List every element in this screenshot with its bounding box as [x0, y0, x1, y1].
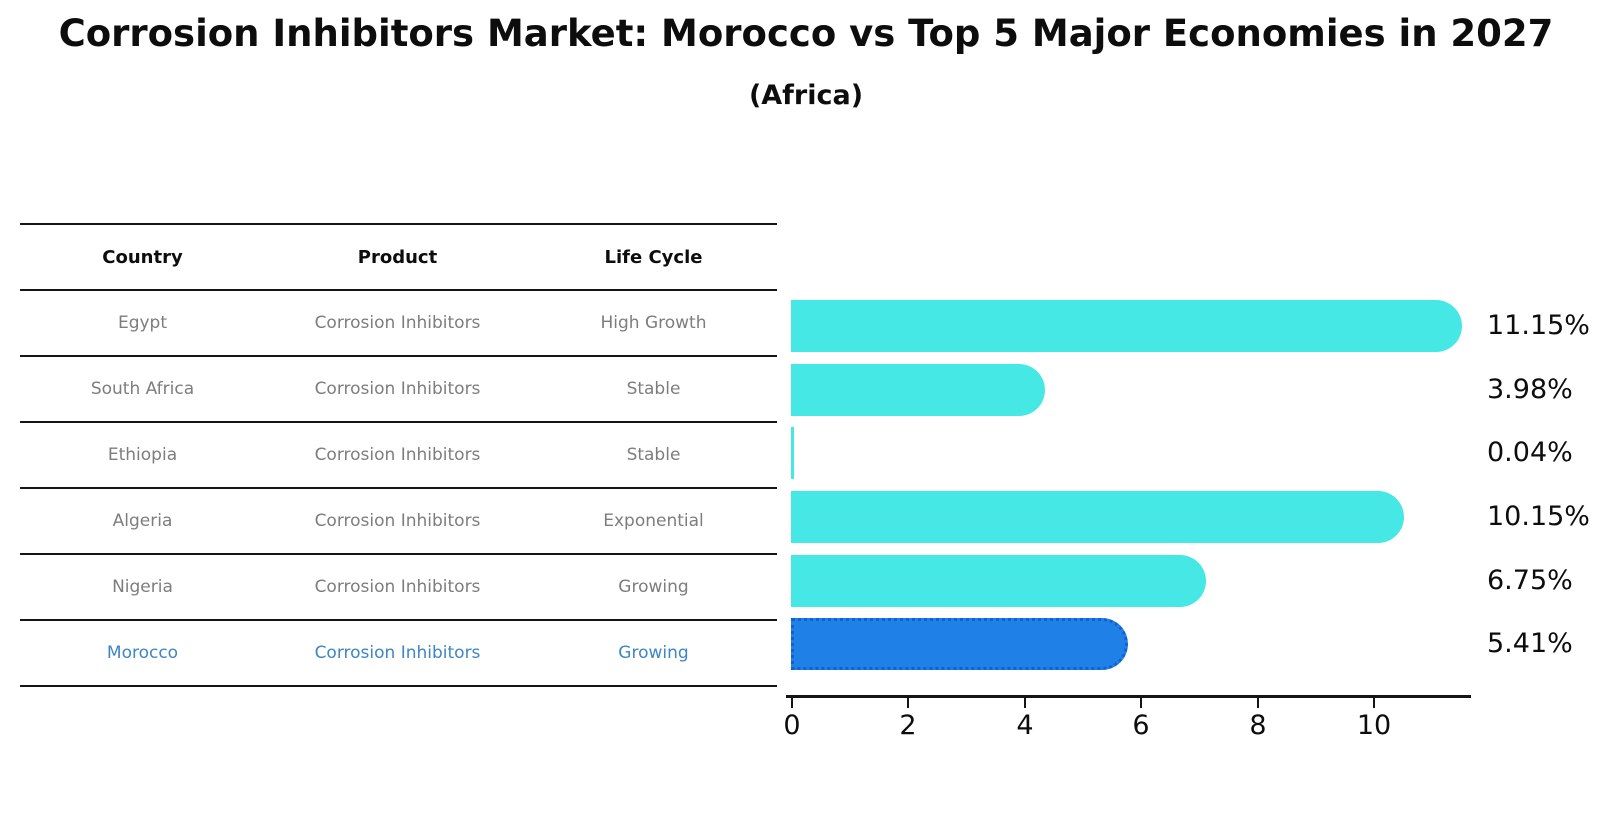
table-row-morocco: Morocco Corrosion Inhibitors Growing	[20, 621, 777, 687]
comparison-table: Country Product Life Cycle Egypt Corrosio…	[20, 223, 777, 687]
cell-country: Egypt	[117, 313, 168, 333]
cell-lifecycle: High Growth	[600, 313, 707, 333]
chart-title: Corrosion Inhibitors Market: Morocco vs …	[58, 12, 1554, 55]
x-axis-tick-label-8: 8	[1249, 710, 1267, 741]
table-row-nigeria: Nigeria Corrosion Inhibitors Growing	[20, 555, 777, 621]
cell-country: Algeria	[112, 511, 173, 531]
x-axis-tick-label-4: 4	[1016, 710, 1034, 741]
value-label-algeria: 10.15%	[1487, 501, 1590, 532]
header-cell-country: Country	[102, 246, 183, 268]
cell-country: South Africa	[90, 379, 195, 399]
cell-product: Corrosion Inhibitors	[314, 313, 481, 333]
cell-lifecycle: Exponential	[603, 511, 704, 531]
cell-product: Corrosion Inhibitors	[314, 445, 481, 465]
bar-algeria	[791, 491, 1404, 543]
x-axis-tick-0	[791, 698, 793, 708]
cell-lifecycle: Growing	[618, 577, 689, 597]
header-cell-lifecycle: Life Cycle	[604, 246, 703, 268]
x-axis-tick-label-10: 10	[1356, 710, 1392, 741]
x-axis-tick-8	[1257, 698, 1259, 708]
x-axis-tick-10	[1373, 698, 1375, 708]
table-header-row: Country Product Life Cycle	[20, 225, 777, 291]
table-row-algeria: Algeria Corrosion Inhibitors Exponential	[20, 489, 777, 555]
cell-lifecycle: Growing	[618, 643, 689, 663]
cell-lifecycle: Stable	[626, 379, 681, 399]
value-label-nigeria: 6.75%	[1487, 565, 1573, 596]
cell-country: Nigeria	[112, 577, 173, 597]
header-cell-product: Product	[357, 246, 438, 268]
cell-lifecycle: Stable	[626, 445, 681, 465]
cell-product: Corrosion Inhibitors	[314, 643, 481, 663]
x-axis-tick-label-6: 6	[1132, 710, 1150, 741]
chart-subtitle: (Africa)	[748, 80, 864, 111]
x-axis-tick-label-2: 2	[899, 710, 917, 741]
x-axis-tick-label-0: 0	[783, 710, 801, 741]
bar-nigeria	[791, 555, 1206, 607]
cell-product: Corrosion Inhibitors	[314, 379, 481, 399]
bar-south-africa	[791, 364, 1045, 416]
cell-product: Corrosion Inhibitors	[314, 577, 481, 597]
table-row-south-africa: South Africa Corrosion Inhibitors Stable	[20, 357, 777, 423]
x-axis-tick-6	[1140, 698, 1142, 708]
x-axis-line	[786, 695, 1471, 698]
table-row-ethiopia: Ethiopia Corrosion Inhibitors Stable	[20, 423, 777, 489]
value-label-south-africa: 3.98%	[1487, 374, 1573, 405]
cell-product: Corrosion Inhibitors	[314, 511, 481, 531]
x-axis-tick-2	[907, 698, 909, 708]
bar-morocco	[791, 618, 1128, 670]
x-axis-tick-4	[1024, 698, 1026, 708]
bar-ethiopia	[791, 427, 794, 479]
value-label-ethiopia: 0.04%	[1487, 437, 1573, 468]
table-row-egypt: Egypt Corrosion Inhibitors High Growth	[20, 291, 777, 357]
value-label-morocco: 5.41%	[1487, 628, 1573, 659]
cell-country: Ethiopia	[107, 445, 178, 465]
value-label-egypt: 11.15%	[1487, 310, 1590, 341]
bar-egypt	[791, 300, 1462, 352]
cell-country: Morocco	[106, 643, 179, 663]
